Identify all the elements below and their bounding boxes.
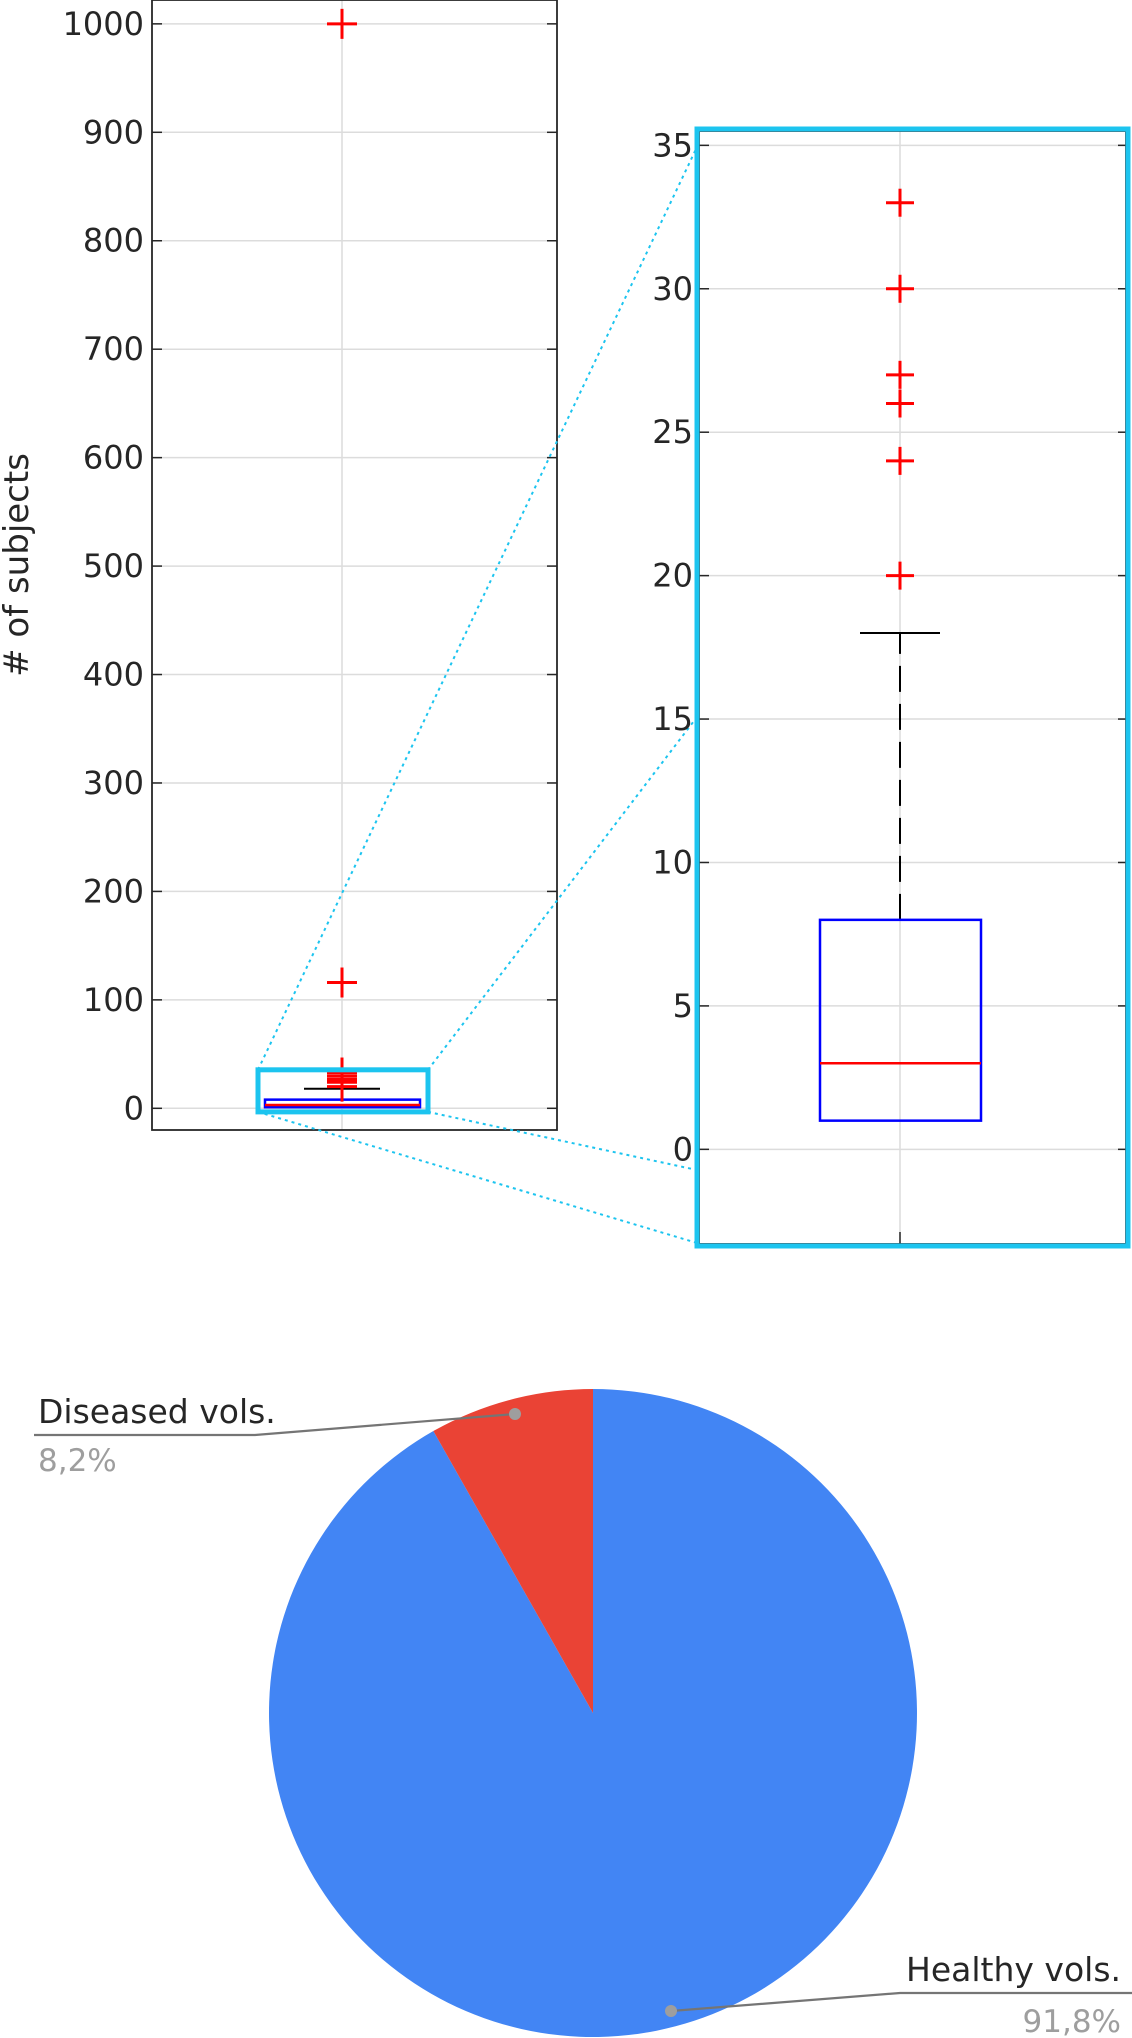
connector-line: [427, 1110, 698, 1171]
main-grid: [152, 0, 557, 1130]
zoom-outlier-marker: [886, 561, 914, 590]
main-tick-label: 300: [83, 764, 144, 802]
zoom-tick-label: 35: [652, 126, 693, 164]
zoom-tick-label: 15: [652, 700, 693, 738]
pie-leader-lines: [34, 1408, 1132, 2017]
pie-label-diseased: Diseased vols.: [38, 1392, 276, 1431]
zoom-tick-label: 0: [673, 1130, 693, 1168]
pie-label-healthy: Healthy vols.: [906, 1950, 1121, 1989]
main-tick-label: 100: [83, 981, 144, 1019]
zoom-connector-lines: [257, 146, 698, 1244]
pie-chart: Diseased vols. 8,2% Healthy vols. 91,8%: [34, 1389, 1132, 2038]
zoom-outlier-marker: [886, 188, 914, 217]
leader-line-healthy: [670, 1991, 1132, 2013]
main-tick-label: 1000: [63, 5, 144, 43]
zoom-plot-frame: [698, 130, 1127, 1245]
connector-line: [427, 716, 698, 1071]
main-plot-frame: [151, 0, 558, 1131]
main-tick-label: 200: [83, 872, 144, 910]
zoom-outlier-marker: [886, 274, 914, 303]
zoom-tick-label: 25: [652, 413, 693, 451]
zoom-tick-label: 5: [673, 987, 693, 1025]
pie-slice-healthy: [269, 1389, 918, 2037]
main-tick-label: 800: [83, 222, 144, 260]
pie-slice-diseased: [433, 1389, 593, 1713]
main-tick-label: 900: [83, 113, 144, 151]
zoom-highlight-frame: [694, 126, 1131, 1249]
zoom-outlier-marker: [886, 360, 914, 389]
zoom-tick-label: 10: [652, 843, 693, 881]
main-tick-label: 600: [83, 439, 144, 477]
pie-percent-healthy: 91,8%: [1023, 2004, 1121, 2038]
zoom-outlier-marker: [886, 389, 914, 418]
zoom-y-ticks: 0 5 10 15 20 25 30 35: [652, 126, 1128, 1244]
zoom-outliers: [886, 188, 914, 590]
main-outliers: [327, 8, 357, 1102]
leader-dot-diseased: [509, 1408, 521, 1420]
main-tick-label: 500: [83, 547, 144, 585]
main-outlier-marker: [327, 8, 357, 39]
zoom-tick-label: 30: [652, 270, 693, 308]
main-tick-label: 0: [124, 1089, 144, 1127]
zoom-grid: [699, 131, 1128, 1244]
main-boxplot: 0 100 200 300 400 500 600 700 800 900 1000: [63, 0, 558, 1131]
zoom-tick-label: 20: [652, 557, 693, 595]
main-outlier-marker: [327, 1057, 357, 1088]
leader-line-diseased: [34, 1412, 516, 1437]
main-tick-label: 700: [83, 330, 144, 368]
connector-line: [257, 1110, 698, 1244]
y-axis-label: # of subjects: [0, 453, 37, 677]
main-tick-label: 400: [83, 656, 144, 694]
main-y-ticks: 0 100 200 300 400 500 600 700 800 900 1000: [63, 5, 557, 1127]
main-outlier-marker: [327, 967, 357, 998]
zoom-boxplot: 0 5 10 15 20 25 30 35: [652, 126, 1131, 1249]
connector-line: [257, 146, 698, 1071]
pie-percent-diseased: 8,2%: [38, 1443, 117, 1479]
leader-dot-healthy: [665, 2005, 677, 2017]
zoom-region-indicator: [255, 1067, 431, 1115]
zoom-box: [818, 918, 983, 1122]
zoom-outlier-marker: [886, 446, 914, 475]
